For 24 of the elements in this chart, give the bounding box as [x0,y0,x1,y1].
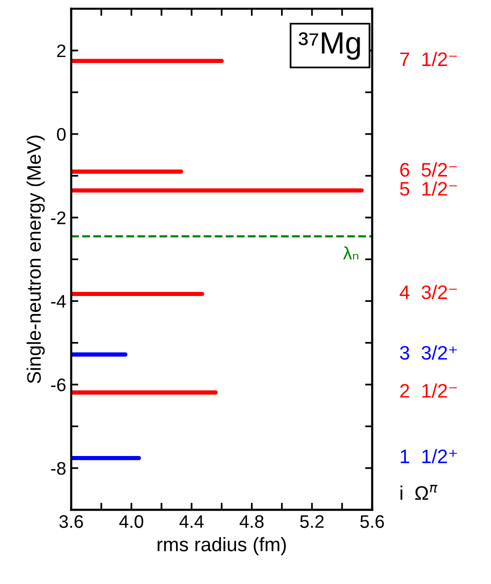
y-tick-label: -2 [51,211,66,224]
annotation: ³⁷Mg [298,32,360,60]
y-tick-label: 2 [57,44,66,58]
x-tick-label: 4.8 [240,515,264,528]
x-axis-title: rms radius (fm) [158,537,286,556]
text: 7 1/2⁻ [400,52,457,66]
y-tick-label: -4 [51,295,66,308]
text: 3 3/2⁺ [400,345,457,360]
text: 1 1/2⁺ [400,448,457,464]
x-tick-label: 3.6 [59,515,83,528]
text: 4 3/2⁻ [400,284,457,300]
x-tick-label: 4.0 [119,515,144,528]
text: i Ω$^{π}$ [400,484,438,500]
series-label: 5 1/2⁻ [400,181,457,196]
y-tick-label: -6 [51,378,66,392]
ref-line-label: λₙ [343,246,358,260]
x-tick-label: 5.6 [360,515,384,528]
y-tick-label: -8 [51,462,66,475]
y-axis-title: Single-neutron energy (MeV) [26,136,45,384]
y-tick-label: 0 [57,128,66,141]
x-tick-label: 4.4 [179,515,204,528]
text: 2 1/2⁻ [400,383,457,398]
text: 6 5/2⁻ [400,162,457,177]
x-tick-label: 5.2 [300,515,324,528]
